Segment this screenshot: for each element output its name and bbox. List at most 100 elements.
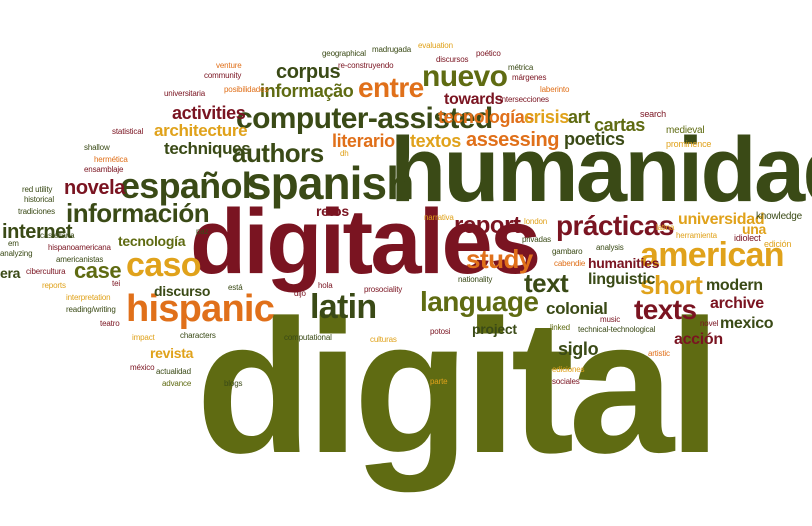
word-interpretation: interpretation (66, 293, 111, 302)
word-nationality: nationality (458, 275, 493, 284)
word-madrugada: madrugada (372, 45, 412, 54)
word-tecnologia: tecnología (118, 233, 186, 249)
word-metrica: métrica (508, 63, 534, 72)
word-analysis: analysis (596, 243, 624, 252)
word-digital: digital (196, 281, 721, 493)
word-medieval: medieval (666, 125, 705, 136)
word-architecture: architecture (154, 121, 248, 140)
word-short: short (640, 270, 703, 300)
word-hola: hola (318, 281, 333, 290)
word-hispanoamericana: hispanoamericana (48, 243, 111, 252)
word-evaluation: evaluation (418, 41, 453, 50)
word-informacion: información (66, 198, 210, 228)
word-actualidad: actualidad (156, 367, 191, 376)
word-universidad: universidad (678, 211, 765, 228)
word-statistical: statistical (112, 127, 144, 136)
word-herramienta: herramienta (676, 231, 717, 240)
word-artistic: artistic (648, 349, 670, 358)
word-ediciones: ediciones (552, 365, 585, 374)
word-sociales: sociales (552, 377, 580, 386)
word-privadas: privadas (522, 235, 551, 244)
word-hermetica: hermética (94, 155, 128, 164)
word-retos: retos (316, 203, 349, 219)
word-margenes: márgenes (512, 73, 547, 82)
word-case: case (74, 258, 122, 283)
word-cartas: cartas (594, 115, 645, 135)
word-tecnologias: tecnologías (438, 107, 535, 127)
word-informacao: informação (260, 81, 354, 101)
word-blogs: blogs (224, 379, 243, 388)
word-potosi: potosi (430, 327, 451, 336)
word-community: community (204, 71, 242, 80)
word-humanidades: humanidades (390, 119, 812, 221)
word-music: music (600, 315, 621, 324)
word-historical: historical (24, 195, 54, 204)
word-shallow: shallow (84, 143, 110, 152)
word-activities: activities (172, 103, 246, 123)
word-teatro: teatro (100, 319, 120, 328)
word-text: text (524, 268, 569, 298)
word-narrativa: narrativa (424, 213, 454, 222)
word-internet: internet (2, 221, 73, 243)
word-gambaro: gambaro (552, 247, 583, 256)
word-ensamblaje: ensamblaje (84, 165, 124, 174)
word-edicion: edición (764, 239, 792, 249)
word-analyzing: analyzing (0, 249, 33, 258)
word-mexico: mexico (720, 315, 774, 332)
word-computer-assisted: computer-assisted (236, 102, 493, 135)
word-idiolect: idiolect (734, 233, 761, 243)
word-project: project (472, 321, 517, 337)
word-report: report (454, 212, 521, 239)
word-london: london (524, 217, 548, 226)
word-caso: caso (126, 246, 201, 284)
word-linguistic: linguistic (588, 271, 656, 288)
word-crisis: crisis (524, 107, 569, 127)
word-humanities: humanities (588, 255, 660, 271)
word-assessing: assessing (466, 129, 560, 151)
word-venture: venture (216, 61, 242, 70)
word-universitaria: universitaria (164, 89, 206, 98)
word-esta: está (228, 283, 243, 292)
word-study: study (466, 244, 533, 274)
word-paz: paz (196, 227, 209, 236)
word-castellana: castellana (40, 231, 75, 240)
word-digitales: digitales (190, 191, 541, 293)
word-mexico2: méxico (130, 363, 155, 372)
word-posibilidades: posibilidades (224, 85, 269, 94)
word-poetico: poético (476, 49, 501, 58)
word-novela: novela (64, 177, 125, 199)
word-poetics: poetics (564, 129, 625, 149)
word-espanol: español (120, 165, 252, 206)
word-knowledge: knowledge (756, 211, 803, 222)
word-characters: characters (180, 331, 216, 340)
word-spanish: spanish (246, 157, 414, 209)
word-archive: archive (710, 295, 764, 312)
word-latina: latina (656, 223, 675, 232)
word-tradiciones: tradiciones (18, 207, 55, 216)
word-una: una (742, 221, 767, 237)
word-language: language (420, 286, 539, 317)
word-colonial: colonial (546, 299, 608, 318)
word-computational: computational (284, 333, 332, 342)
word-reports: reports (42, 281, 66, 290)
word-redutility: red utility (22, 185, 53, 194)
word-advance: advance (162, 379, 192, 388)
word-revista: revista (150, 345, 194, 361)
word-geographical: geographical (322, 49, 366, 58)
word-authors: authors (232, 138, 324, 168)
word-technicaltech: technical-technological (578, 325, 656, 334)
word-cibercultura: cibercultura (26, 267, 66, 276)
word-novel: novel (700, 319, 719, 328)
word-art: art (568, 107, 590, 127)
word-literario: literario (332, 131, 395, 151)
word-tei: tei (112, 279, 120, 288)
word-modern: modern (706, 277, 763, 294)
word-americanistas: americanistas (56, 255, 104, 264)
word-latin: latin (310, 288, 377, 326)
word-impact: impact (132, 333, 155, 342)
word-textos: textos (410, 131, 461, 151)
word-prosociality: prosociality (364, 285, 403, 294)
word-readingwriting: reading/writing (66, 305, 116, 314)
word-hispanic: hispanic (126, 288, 275, 330)
